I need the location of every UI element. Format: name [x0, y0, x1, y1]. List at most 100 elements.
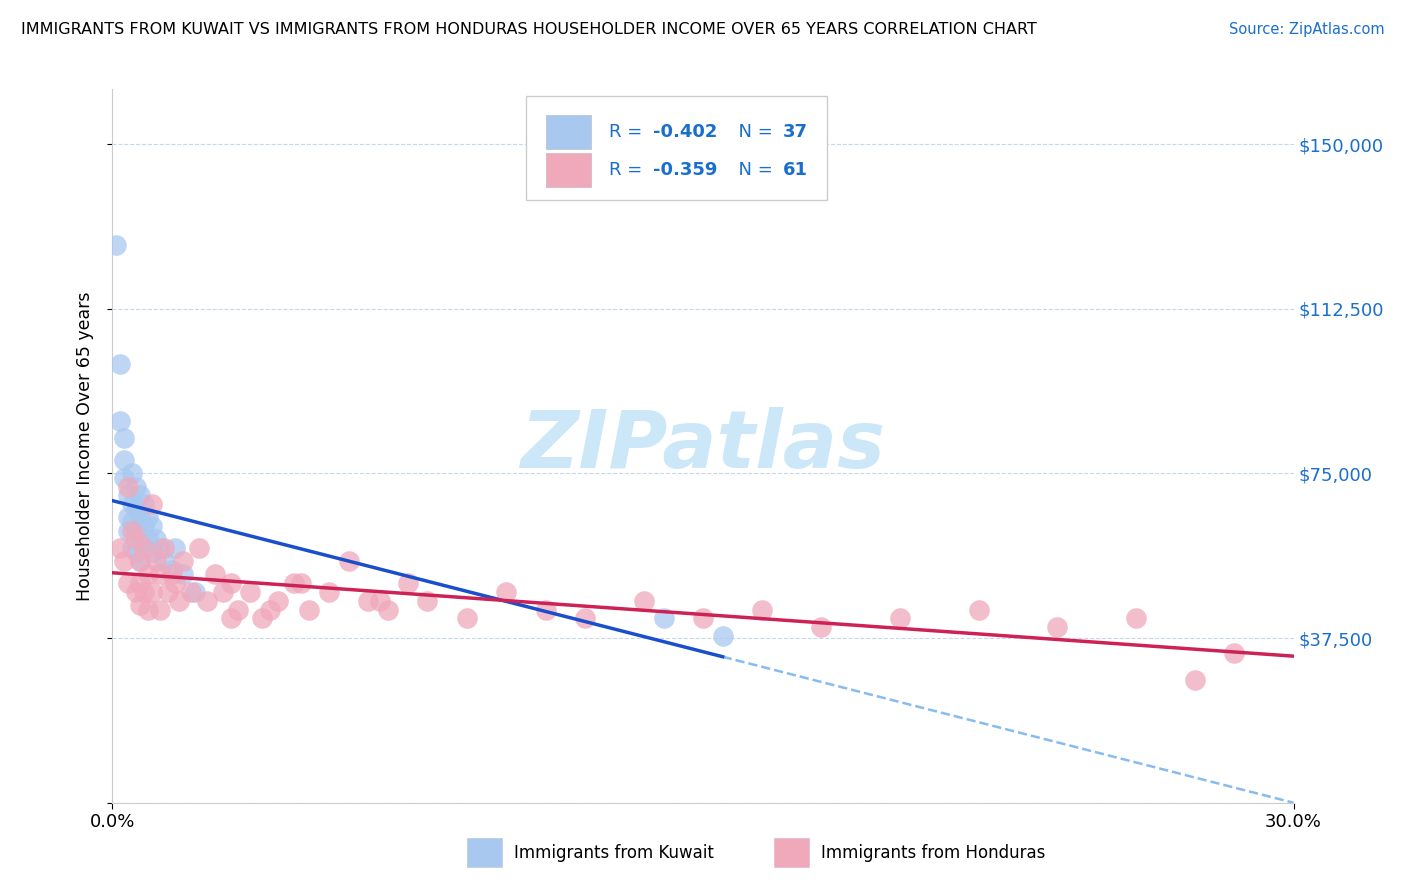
Point — [149, 567, 172, 582]
Point — [141, 585, 163, 599]
Point — [239, 585, 262, 599]
Point — [751, 602, 773, 616]
Point — [129, 510, 152, 524]
Bar — [773, 838, 810, 867]
Point — [149, 602, 172, 616]
Point — [129, 554, 152, 568]
Text: ZIPatlas: ZIPatlas — [520, 407, 886, 485]
Point — [283, 576, 305, 591]
Point — [652, 611, 675, 625]
Point — [165, 541, 187, 555]
Text: R =: R = — [609, 123, 648, 141]
Point — [1223, 647, 1246, 661]
Point — [160, 563, 183, 577]
Point — [633, 594, 655, 608]
Point — [534, 602, 557, 616]
Y-axis label: Householder Income Over 65 years: Householder Income Over 65 years — [76, 292, 94, 600]
Text: IMMIGRANTS FROM KUWAIT VS IMMIGRANTS FROM HONDURAS HOUSEHOLDER INCOME OVER 65 YE: IMMIGRANTS FROM KUWAIT VS IMMIGRANTS FRO… — [21, 22, 1038, 37]
Point — [211, 585, 233, 599]
Point — [495, 585, 517, 599]
Point — [125, 533, 148, 547]
Point — [184, 585, 207, 599]
Point — [112, 554, 135, 568]
Point — [129, 576, 152, 591]
Point — [125, 501, 148, 516]
Point — [337, 554, 360, 568]
Point — [357, 594, 380, 608]
Point — [136, 567, 159, 582]
Point — [121, 541, 143, 555]
Bar — [546, 115, 591, 149]
Point — [110, 357, 132, 371]
Point — [165, 576, 187, 591]
Text: Immigrants from Kuwait: Immigrants from Kuwait — [515, 844, 714, 862]
Point — [574, 611, 596, 625]
Point — [692, 611, 714, 625]
Point — [188, 541, 211, 555]
Point — [141, 519, 163, 533]
Point — [141, 545, 163, 559]
Text: N =: N = — [727, 123, 778, 141]
Text: Source: ZipAtlas.com: Source: ZipAtlas.com — [1229, 22, 1385, 37]
Point — [125, 585, 148, 599]
Bar — [467, 838, 502, 867]
Point — [1125, 611, 1147, 625]
Point — [145, 533, 167, 547]
Text: R =: R = — [609, 161, 648, 178]
Point — [125, 524, 148, 538]
Point — [267, 594, 290, 608]
Point — [129, 533, 152, 547]
Point — [152, 541, 174, 555]
Point — [145, 554, 167, 568]
Text: 61: 61 — [783, 161, 808, 178]
Point — [132, 541, 155, 555]
Text: -0.359: -0.359 — [654, 161, 718, 178]
Point — [228, 602, 250, 616]
Point — [456, 611, 478, 625]
Point — [105, 238, 128, 252]
Point — [125, 480, 148, 494]
Point — [112, 471, 135, 485]
Point — [169, 594, 191, 608]
Point — [149, 541, 172, 555]
Point — [125, 545, 148, 559]
Point — [121, 515, 143, 529]
Point — [180, 585, 202, 599]
Point — [136, 510, 159, 524]
Point — [172, 567, 194, 582]
Point — [117, 488, 139, 502]
Point — [110, 541, 132, 555]
Point — [129, 488, 152, 502]
Point — [152, 554, 174, 568]
Point — [396, 576, 419, 591]
Point — [129, 598, 152, 612]
Point — [129, 554, 152, 568]
Point — [416, 594, 439, 608]
Point — [172, 554, 194, 568]
Point — [117, 510, 139, 524]
Point — [160, 567, 183, 582]
Point — [141, 497, 163, 511]
Point — [121, 524, 143, 538]
Point — [110, 414, 132, 428]
Point — [136, 533, 159, 547]
Point — [810, 620, 832, 634]
Point — [117, 576, 139, 591]
Point — [711, 629, 734, 643]
Point — [204, 567, 226, 582]
Point — [112, 453, 135, 467]
Point — [290, 576, 312, 591]
Point — [967, 602, 990, 616]
Text: -0.402: -0.402 — [654, 123, 718, 141]
Point — [259, 602, 281, 616]
Point — [121, 497, 143, 511]
Point — [889, 611, 911, 625]
Point — [136, 602, 159, 616]
Text: Immigrants from Honduras: Immigrants from Honduras — [821, 844, 1046, 862]
Point — [1046, 620, 1069, 634]
Point — [132, 519, 155, 533]
Point — [377, 602, 399, 616]
Point — [318, 585, 340, 599]
Point — [219, 611, 242, 625]
Text: N =: N = — [727, 161, 778, 178]
